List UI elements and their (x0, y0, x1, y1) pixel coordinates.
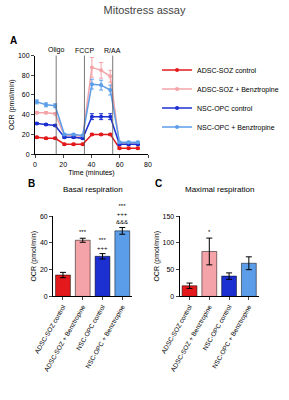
svg-text:OCR (pmol/min): OCR (pmol/min) (153, 231, 161, 282)
svg-text:40: 40 (40, 239, 48, 246)
svg-text:ADSC-SOZ + Benztropine: ADSC-SOZ + Benztropine (169, 303, 214, 373)
svg-text:100: 100 (163, 239, 175, 246)
svg-text:Mitostress assay: Mitostress assay (104, 4, 186, 16)
svg-text:50: 50 (166, 266, 174, 273)
svg-text:100: 100 (18, 52, 30, 59)
svg-text:0: 0 (170, 293, 174, 300)
svg-text:ADSC-SOZ control: ADSC-SOZ control (160, 303, 194, 355)
svg-text:NSC-OPC + Benztropine: NSC-OPC + Benztropine (197, 124, 275, 132)
svg-text:OCR (pmol/min): OCR (pmol/min) (30, 231, 38, 282)
svg-text:ADSC-SOZ + Benztropine: ADSC-SOZ + Benztropine (43, 303, 88, 373)
svg-text:R/AA: R/AA (104, 47, 121, 54)
svg-text:60: 60 (116, 161, 124, 168)
svg-text:NSC-OPC control: NSC-OPC control (201, 303, 233, 351)
svg-text:NSC-OPC control: NSC-OPC control (197, 105, 253, 112)
svg-text:NSC-OPC + Benztropine: NSC-OPC + Benztropine (210, 303, 253, 370)
svg-text:***+++&&&: ***+++&&& (116, 203, 128, 225)
svg-text:ADSC-SOZ control: ADSC-SOZ control (197, 67, 257, 74)
svg-text:20: 20 (40, 266, 48, 273)
svg-text:0: 0 (26, 151, 30, 158)
svg-text:80: 80 (144, 161, 152, 168)
svg-text:150: 150 (163, 213, 175, 220)
svg-text:ADSC-SOZ + Benztropine: ADSC-SOZ + Benztropine (197, 86, 279, 94)
svg-text:***: *** (79, 229, 87, 235)
svg-text:60: 60 (22, 91, 30, 98)
svg-text:Oligo: Oligo (48, 46, 64, 54)
svg-text:A: A (10, 35, 17, 46)
svg-text:NSC-OPC control: NSC-OPC control (74, 303, 106, 351)
svg-text:FCCP: FCCP (75, 47, 94, 54)
svg-text:80: 80 (22, 72, 30, 79)
svg-text:20: 20 (22, 131, 30, 138)
svg-text:C: C (155, 178, 162, 189)
svg-text:0: 0 (33, 161, 37, 168)
svg-text:B: B (28, 178, 35, 189)
svg-text:40: 40 (88, 161, 96, 168)
svg-text:***+++: ***+++ (97, 237, 108, 251)
svg-text:40: 40 (22, 111, 30, 118)
svg-text:OCR (pmol/min): OCR (pmol/min) (8, 80, 16, 131)
svg-text:NSC-OPC + Benztropine: NSC-OPC + Benztropine (84, 303, 127, 370)
svg-text:Time (minutes): Time (minutes) (68, 169, 114, 177)
svg-text:0: 0 (44, 293, 48, 300)
svg-text:60: 60 (40, 213, 48, 220)
svg-text:*: * (208, 229, 211, 235)
svg-text:20: 20 (59, 161, 67, 168)
svg-text:Basal respiration: Basal respiration (63, 185, 123, 194)
svg-text:Maximal respiration: Maximal respiration (185, 185, 254, 194)
svg-text:ADSC-SOZ control: ADSC-SOZ control (33, 303, 67, 355)
